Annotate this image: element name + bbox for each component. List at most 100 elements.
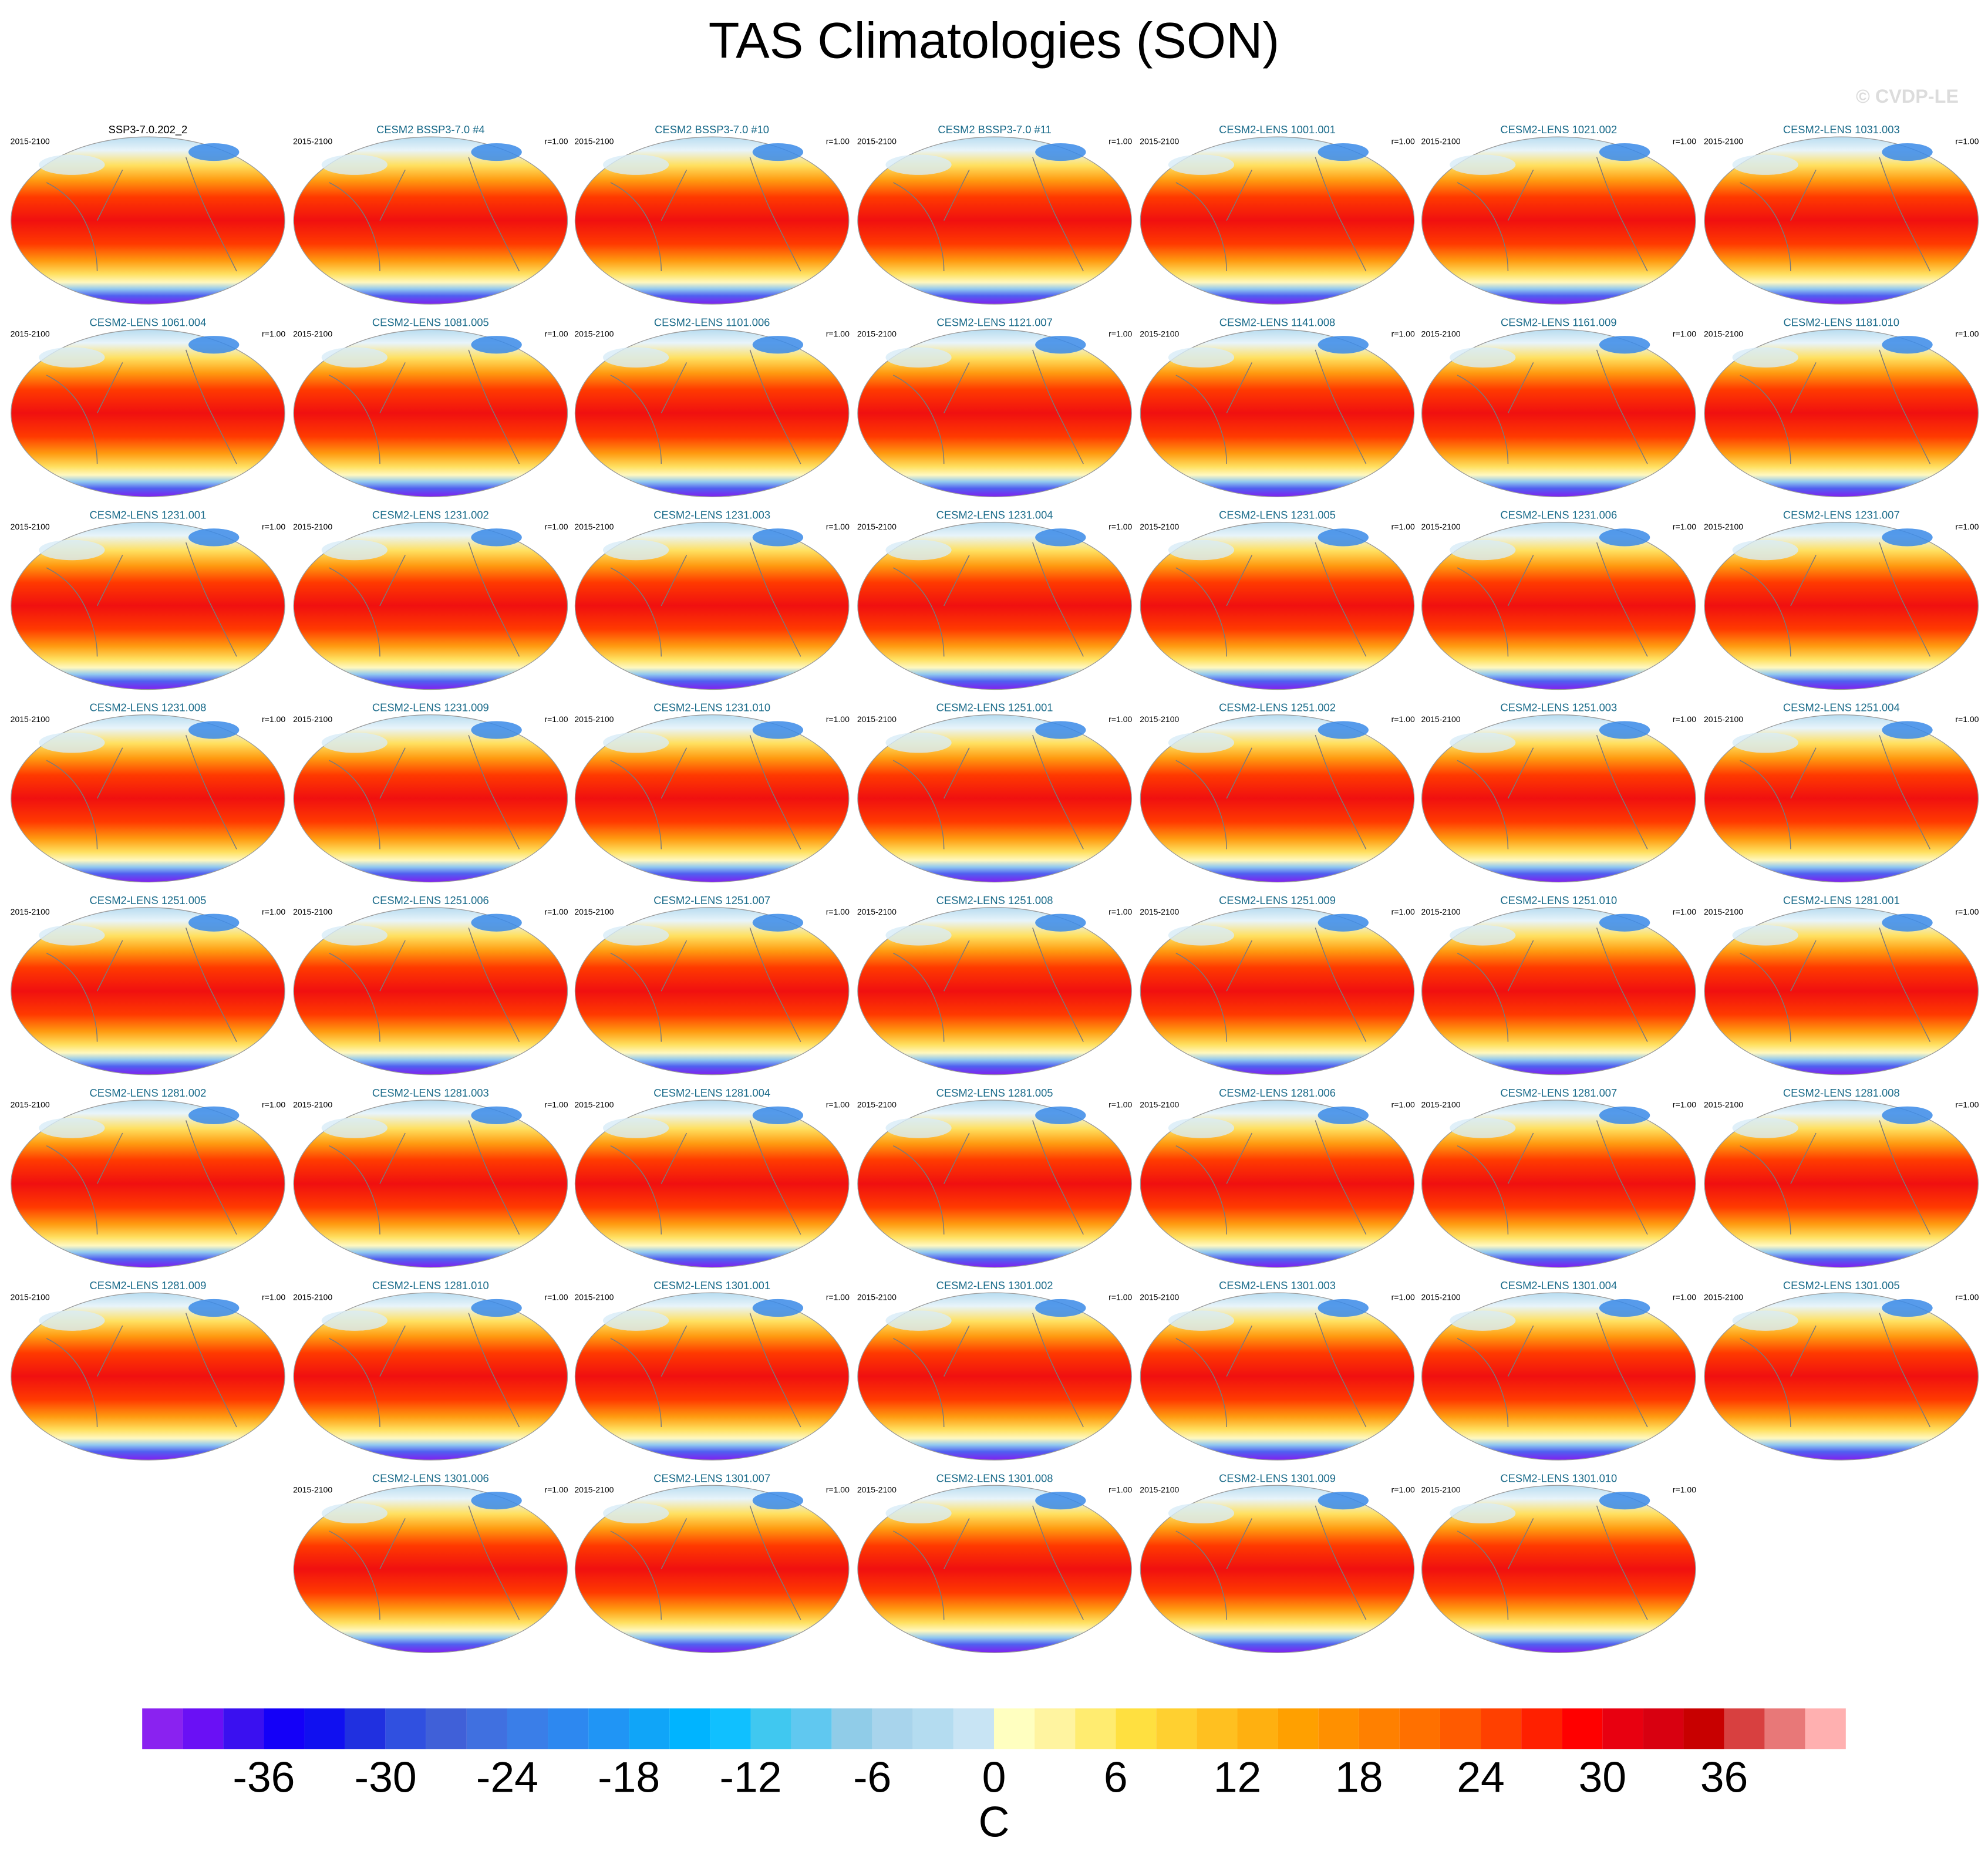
asia-cold — [321, 732, 388, 753]
arctic-cold — [1035, 1299, 1086, 1317]
panel-period: 2015-2100 — [293, 329, 332, 339]
coastline — [1457, 1505, 1648, 1620]
colorbar-box — [1399, 1708, 1440, 1749]
map-field — [11, 1292, 285, 1461]
panel-title: CESM2 BSSP3-7.0 #11 — [938, 123, 1051, 136]
asia-cold — [1168, 1310, 1235, 1331]
panel-period: 2015-2100 — [293, 1292, 332, 1301]
coastline — [1740, 542, 1931, 657]
map-field — [293, 1292, 568, 1461]
asia-cold — [885, 539, 952, 561]
map-panel: CESM2 BSSP3-7.0 #4 2015-2100 r=1.00 — [293, 123, 568, 305]
asia-cold — [1168, 539, 1235, 561]
colorbar-box — [1035, 1708, 1076, 1749]
arctic-cold — [188, 528, 240, 547]
arctic-cold — [1599, 721, 1650, 739]
panel-title: CESM2-LENS 1301.001 — [653, 1279, 770, 1292]
map-panel: CESM2-LENS 1251.001 2015-2100 r=1.00 — [857, 702, 1133, 883]
panel-period: 2015-2100 — [1140, 714, 1179, 724]
coastline — [893, 349, 1084, 464]
arctic-cold — [188, 336, 240, 354]
arctic-cold — [1599, 528, 1650, 547]
colorbar-tick-label: -12 — [719, 1754, 781, 1802]
coastline — [893, 157, 1084, 272]
colorbar-box — [1278, 1708, 1319, 1749]
map-field — [574, 907, 850, 1075]
map-field — [1421, 136, 1696, 305]
coastline — [329, 349, 520, 464]
asia-cold — [885, 732, 952, 753]
map-panel: CESM2-LENS 1001.001 2015-2100 r=1.00 — [1140, 123, 1415, 305]
map-panel: CESM2-LENS 1301.007 2015-2100 r=1.00 — [574, 1472, 850, 1653]
colorbar-tick-label: -30 — [355, 1754, 417, 1802]
colorbar-box — [426, 1708, 467, 1749]
colorbar-box — [385, 1708, 426, 1749]
panel-period: 2015-2100 — [574, 714, 614, 724]
panel-period: 2015-2100 — [1421, 137, 1461, 146]
panel-r: r=1.00 — [544, 1292, 568, 1301]
panel-period: 2015-2100 — [11, 1100, 50, 1109]
panel-period: 2015-2100 — [1704, 714, 1743, 724]
panel-r: r=1.00 — [544, 522, 568, 531]
map-panel: CESM2-LENS 1251.008 2015-2100 r=1.00 — [857, 894, 1133, 1075]
map-panel: CESM2-LENS 1281.005 2015-2100 r=1.00 — [857, 1087, 1133, 1268]
panel-r: r=1.00 — [1391, 329, 1415, 339]
map-panel: CESM2-LENS 1231.010 2015-2100 r=1.00 — [574, 702, 850, 883]
panel-title: CESM2-LENS 1301.010 — [1500, 1472, 1617, 1484]
coastline — [329, 928, 520, 1042]
map-field — [574, 329, 850, 497]
colorbar-tick-label: 36 — [1700, 1754, 1748, 1802]
coastline — [1457, 928, 1648, 1042]
colorbar-box — [345, 1708, 386, 1749]
panel-period: 2015-2100 — [1140, 1100, 1179, 1109]
arctic-cold — [1882, 913, 1933, 932]
panel-title: CESM2-LENS 1281.008 — [1783, 1087, 1900, 1099]
panel-r: r=1.00 — [1391, 714, 1415, 724]
map-panel: CESM2-LENS 1021.002 2015-2100 r=1.00 — [1421, 123, 1696, 305]
panel-r: r=1.00 — [1955, 1292, 1979, 1301]
panel-r: r=1.00 — [826, 1292, 850, 1301]
coastline — [893, 1505, 1084, 1620]
arctic-cold — [752, 1299, 804, 1317]
map-field — [574, 521, 850, 690]
arctic-cold — [1599, 1299, 1650, 1317]
panel-r: r=1.00 — [1955, 714, 1979, 724]
coastline — [610, 1505, 801, 1620]
panel-r: r=1.00 — [1673, 329, 1696, 339]
map-field — [293, 521, 568, 690]
map-panel: CESM2 BSSP3-7.0 #11 2015-2100 r=1.00 — [857, 123, 1133, 305]
coastline — [46, 157, 237, 272]
coastline — [46, 928, 237, 1042]
panel-title: CESM2-LENS 1231.004 — [936, 509, 1053, 521]
colorbar-box — [1724, 1708, 1765, 1749]
map-panel: CESM2-LENS 1301.009 2015-2100 r=1.00 — [1140, 1472, 1415, 1653]
arctic-cold — [1035, 143, 1086, 161]
asia-cold — [39, 347, 105, 368]
panel-period: 2015-2100 — [293, 1485, 332, 1495]
coastline — [1175, 734, 1367, 849]
colorbar-box — [872, 1708, 913, 1749]
panel-title: CESM2-LENS 1251.009 — [1219, 894, 1336, 906]
panel-r: r=1.00 — [544, 137, 568, 146]
map-panel: CESM2-LENS 1231.003 2015-2100 r=1.00 — [574, 509, 850, 690]
coastline — [1175, 1505, 1367, 1620]
map-panel: CESM2-LENS 1181.010 2015-2100 r=1.00 — [1704, 316, 1979, 497]
asia-cold — [321, 1503, 388, 1524]
map-panel: CESM2-LENS 1301.008 2015-2100 r=1.00 — [857, 1472, 1133, 1653]
panel-period: 2015-2100 — [293, 1100, 332, 1109]
panel-period: 2015-2100 — [857, 1100, 897, 1109]
arctic-cold — [1882, 1299, 1933, 1317]
panel-r: r=1.00 — [1108, 714, 1132, 724]
colorbar-box — [1764, 1708, 1805, 1749]
map-panel: CESM2-LENS 1251.002 2015-2100 r=1.00 — [1140, 702, 1415, 883]
asia-cold — [1450, 1118, 1516, 1138]
map-field — [1140, 1100, 1415, 1268]
arctic-cold — [188, 1299, 240, 1317]
panel-title: CESM2-LENS 1251.005 — [89, 894, 206, 906]
panel-r: r=1.00 — [1391, 137, 1415, 146]
arctic-cold — [1318, 913, 1369, 932]
panel-r: r=1.00 — [1108, 137, 1132, 146]
panel-period: 2015-2100 — [293, 714, 332, 724]
arctic-cold — [1318, 336, 1369, 354]
map-field — [574, 136, 850, 305]
